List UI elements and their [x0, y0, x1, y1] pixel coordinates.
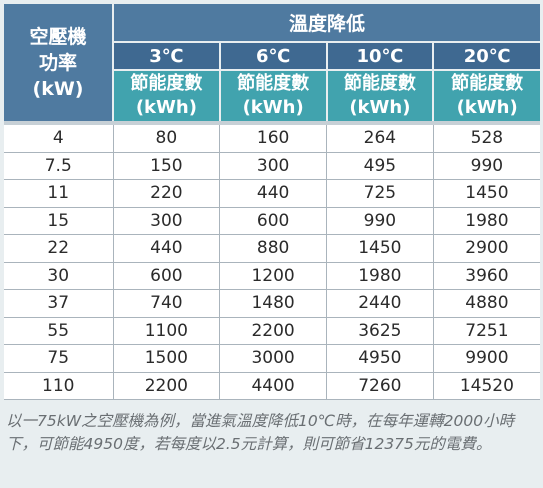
unit-header-20c: 節能度數 (kWh)	[433, 70, 541, 123]
table-cell: 3000	[219, 344, 327, 373]
power-header-line1: 空壓機	[29, 25, 87, 48]
table-cell: 150	[113, 152, 221, 180]
power-header-line2: 功率	[38, 51, 77, 74]
table-cell: 80	[113, 121, 221, 153]
energy-savings-table: 空壓機 功率 (kW) 溫度降低 3℃ 6℃ 10℃ 20℃ 節能度數 (kWh…	[4, 4, 541, 400]
table-cell: 300	[113, 207, 221, 235]
table-cell: 4	[4, 121, 114, 153]
table-row: 110 2200 4400 7260 14520	[4, 372, 541, 400]
table-cell: 14520	[433, 372, 541, 400]
table-cell: 37	[4, 289, 114, 318]
table-cell: 600	[113, 262, 221, 290]
table-row: 75 1500 3000 4950 9900	[4, 344, 541, 373]
table-cell: 7251	[433, 317, 541, 345]
table-cell: 15	[4, 207, 114, 235]
table-row: 37 740 1480 2440 4880	[4, 289, 541, 318]
table-cell: 75	[4, 344, 114, 373]
table-cell: 1100	[113, 317, 221, 345]
table-row: 7.5 150 300 495 990	[4, 152, 541, 180]
table-cell: 600	[219, 207, 327, 235]
table-cell: 440	[219, 179, 327, 208]
table-cell: 4880	[433, 289, 541, 318]
table-row: 30 600 1200 1980 3960	[4, 262, 541, 290]
footnote: 以一75kW之空壓機為例，當進氣溫度降低10℃時，在每年運轉2000小時下，可節…	[6, 412, 515, 453]
table-row: 22 440 880 1450 2900	[4, 234, 541, 263]
table-cell: 990	[326, 207, 434, 235]
unit-header-unit: (kWh)	[242, 97, 304, 118]
table-cell: 2440	[326, 289, 434, 318]
table-cell: 725	[326, 179, 434, 208]
table-cell: 1500	[113, 344, 221, 373]
temp-header-20c: 20℃	[433, 42, 541, 71]
table-cell: 110	[4, 372, 114, 400]
table-cell: 11	[4, 179, 114, 208]
table-cell: 1200	[219, 262, 327, 290]
table-cell: 990	[433, 152, 541, 180]
table-cell: 1480	[219, 289, 327, 318]
table-cell: 7.5	[4, 152, 114, 180]
unit-header-unit: (kWh)	[349, 97, 411, 118]
table-body: 4 80 160 264 528 7.5 150 300 495 990 11 220 440 725…	[4, 121, 541, 400]
table-cell: 55	[4, 317, 114, 345]
table-cell: 30	[4, 262, 114, 290]
table-cell: 1980	[326, 262, 434, 290]
unit-header-unit: (kWh)	[456, 97, 518, 118]
table-cell: 9900	[433, 344, 541, 373]
table-cell: 2900	[433, 234, 541, 263]
temp-header-6c: 6℃	[219, 42, 328, 71]
table-cell: 1450	[326, 234, 434, 263]
table-row: 55 1100 2200 3625 7251	[4, 317, 541, 345]
table-cell: 7260	[326, 372, 434, 400]
unit-header-label: 節能度數	[343, 73, 416, 94]
table-cell: 880	[219, 234, 327, 263]
table-cell: 1450	[433, 179, 541, 208]
unit-header-10c: 節能度數 (kWh)	[326, 70, 435, 123]
power-header-line3: (kW)	[32, 77, 84, 100]
table-cell: 528	[433, 121, 541, 153]
table-cell: 495	[326, 152, 434, 180]
table-cell: 264	[326, 121, 434, 153]
table-cell: 1980	[433, 207, 541, 235]
table-cell: 440	[113, 234, 221, 263]
table-cell: 2200	[113, 372, 221, 400]
table-row: 15 300 600 990 1980	[4, 207, 541, 235]
temp-header-10c: 10℃	[326, 42, 435, 71]
unit-header-label: 節能度數	[451, 73, 524, 94]
unit-header-6c: 節能度數 (kWh)	[219, 70, 328, 123]
table-cell: 22	[4, 234, 114, 263]
unit-header-label: 節能度數	[130, 73, 203, 94]
temp-header-3c: 3℃	[113, 42, 221, 71]
table-row: 11 220 440 725 1450	[4, 179, 541, 208]
table-row: 4 80 160 264 528	[4, 121, 541, 153]
power-column-header: 空壓機 功率 (kW)	[4, 4, 114, 123]
unit-header-3c: 節能度數 (kWh)	[113, 70, 221, 123]
table-cell: 3625	[326, 317, 434, 345]
table-cell: 2200	[219, 317, 327, 345]
table-cell: 4400	[219, 372, 327, 400]
table-cell: 300	[219, 152, 327, 180]
table-cell: 3960	[433, 262, 541, 290]
temperature-drop-header: 溫度降低	[113, 4, 541, 43]
unit-header-unit: (kWh)	[135, 97, 197, 118]
table-cell: 4950	[326, 344, 434, 373]
table-cell: 740	[113, 289, 221, 318]
unit-header-label: 節能度數	[237, 73, 310, 94]
table-cell: 220	[113, 179, 221, 208]
table-cell: 160	[219, 121, 327, 153]
